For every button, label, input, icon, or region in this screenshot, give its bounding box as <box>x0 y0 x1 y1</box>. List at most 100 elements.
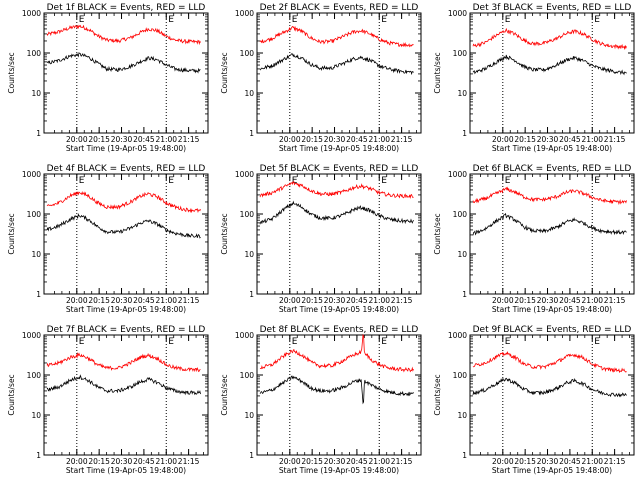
y-axis-label: Counts/sec <box>7 52 16 93</box>
y-tick-label: 1 <box>36 451 41 460</box>
x-tick-label: 20:00 <box>66 296 88 305</box>
y-tick-label: 10 <box>457 89 467 98</box>
y-tick-label: 1000 <box>22 170 41 179</box>
x-tick-label: 20:45 <box>346 457 368 466</box>
x-tick-label: 20:30 <box>324 296 346 305</box>
event-marker-label: E <box>505 337 511 347</box>
x-tick-label: 20:00 <box>279 296 301 305</box>
y-tick-label: 1 <box>462 290 467 299</box>
series-line <box>46 374 201 396</box>
x-tick-label: 21:00 <box>368 135 390 144</box>
x-tick-label: 20:15 <box>88 457 110 466</box>
event-marker-label: E <box>79 176 85 186</box>
x-tick-label: 20:00 <box>279 457 301 466</box>
x-tick-label: 20:45 <box>346 135 368 144</box>
x-axis-label: Start Time (19-Apr-05 19:48:00) <box>66 144 186 153</box>
y-axis-label: Counts/sec <box>7 374 16 415</box>
panel-title: Det 8f BLACK = Events, RED = LLD <box>260 325 419 335</box>
event-marker-label: E <box>168 15 174 25</box>
x-axis-label: Start Time (19-Apr-05 19:48:00) <box>66 466 186 475</box>
x-tick-label: 20:45 <box>559 457 581 466</box>
y-tick-label: 10 <box>457 411 467 420</box>
y-tick-label: 1 <box>36 290 41 299</box>
y-tick-label: 1 <box>36 129 41 138</box>
series-line <box>46 352 201 373</box>
x-tick-label: 20:00 <box>492 135 514 144</box>
x-tick-label: 20:15 <box>514 296 536 305</box>
x-tick-label: 21:00 <box>581 296 603 305</box>
x-tick-label: 21:00 <box>581 457 603 466</box>
x-tick-label: 21:15 <box>178 296 200 305</box>
y-axis-label: Counts/sec <box>220 52 229 93</box>
x-tick-label: 20:45 <box>133 135 155 144</box>
x-tick-label: 20:15 <box>301 457 323 466</box>
panel-title: Det 5f BLACK = Events, RED = LLD <box>260 164 419 174</box>
x-tick-label: 20:45 <box>559 135 581 144</box>
x-tick-label: 20:45 <box>133 296 155 305</box>
panel-title: Det 6f BLACK = Events, RED = LLD <box>473 164 632 174</box>
x-tick-label: 20:30 <box>537 457 559 466</box>
series-line <box>259 200 414 225</box>
y-axis-label: Counts/sec <box>220 213 229 254</box>
x-tick-label: 21:15 <box>178 457 200 466</box>
x-tick-label: 20:30 <box>537 296 559 305</box>
x-axis-label: Start Time (19-Apr-05 19:48:00) <box>492 305 612 314</box>
event-marker-label: E <box>594 337 600 347</box>
x-tick-label: 20:30 <box>537 135 559 144</box>
event-marker-label: E <box>168 176 174 186</box>
y-tick-label: 1000 <box>448 331 467 340</box>
y-tick-label: 1000 <box>235 9 254 18</box>
x-tick-label: 20:45 <box>559 296 581 305</box>
event-marker-label: E <box>505 176 511 186</box>
x-tick-label: 20:00 <box>279 135 301 144</box>
y-tick-label: 1000 <box>448 9 467 18</box>
y-tick-label: 1000 <box>22 331 41 340</box>
y-tick-label: 10 <box>31 89 41 98</box>
x-tick-label: 20:15 <box>514 457 536 466</box>
y-tick-label: 100 <box>240 210 255 219</box>
series-line <box>259 333 414 373</box>
x-tick-label: 20:30 <box>111 457 133 466</box>
panel-title: Det 9f BLACK = Events, RED = LLD <box>473 325 632 335</box>
x-tick-label: 21:00 <box>155 135 177 144</box>
y-tick-label: 100 <box>453 371 468 380</box>
x-tick-label: 21:00 <box>368 457 390 466</box>
plot-frame <box>256 173 422 295</box>
plot-frame <box>43 173 209 295</box>
panel-title: Det 2f BLACK = Events, RED = LLD <box>260 3 419 13</box>
x-tick-label: 21:00 <box>368 296 390 305</box>
x-tick-label: 20:15 <box>301 135 323 144</box>
y-tick-label: 1000 <box>448 170 467 179</box>
y-tick-label: 10 <box>457 250 467 259</box>
detector-panel-2: Det 2f BLACK = Events, RED = LLD 1 10 100 10… <box>220 3 422 153</box>
event-marker-label: E <box>594 15 600 25</box>
x-tick-label: 20:30 <box>111 296 133 305</box>
y-tick-label: 1 <box>462 129 467 138</box>
series-line <box>472 54 627 76</box>
x-tick-label: 21:00 <box>155 296 177 305</box>
y-tick-label: 1000 <box>235 170 254 179</box>
plot-frame <box>256 12 422 134</box>
panel-title: Det 3f BLACK = Events, RED = LLD <box>473 3 632 13</box>
x-tick-label: 21:15 <box>604 457 626 466</box>
panel-title: Det 7f BLACK = Events, RED = LLD <box>47 325 206 335</box>
y-axis-label: Counts/sec <box>7 213 16 254</box>
detector-panel-5: Det 5f BLACK = Events, RED = LLD 1 10 100 10… <box>220 164 422 314</box>
event-marker-label: E <box>292 176 298 186</box>
y-tick-label: 1000 <box>22 9 41 18</box>
x-axis-label: Start Time (19-Apr-05 19:48:00) <box>492 144 612 153</box>
x-axis-label: Start Time (19-Apr-05 19:48:00) <box>279 305 399 314</box>
event-marker-label: E <box>594 176 600 186</box>
y-tick-label: 10 <box>244 411 254 420</box>
event-marker-label: E <box>381 176 387 186</box>
x-axis-label: Start Time (19-Apr-05 19:48:00) <box>492 466 612 475</box>
event-marker-label: E <box>292 337 298 347</box>
x-tick-label: 20:45 <box>346 296 368 305</box>
y-axis-label: Counts/sec <box>220 374 229 415</box>
y-tick-label: 10 <box>244 89 254 98</box>
x-axis-label: Start Time (19-Apr-05 19:48:00) <box>66 305 186 314</box>
detector-panel-1: Det 1f BLACK = Events, RED = LLD 1 10 100 10… <box>7 3 209 153</box>
series-line <box>46 24 201 46</box>
